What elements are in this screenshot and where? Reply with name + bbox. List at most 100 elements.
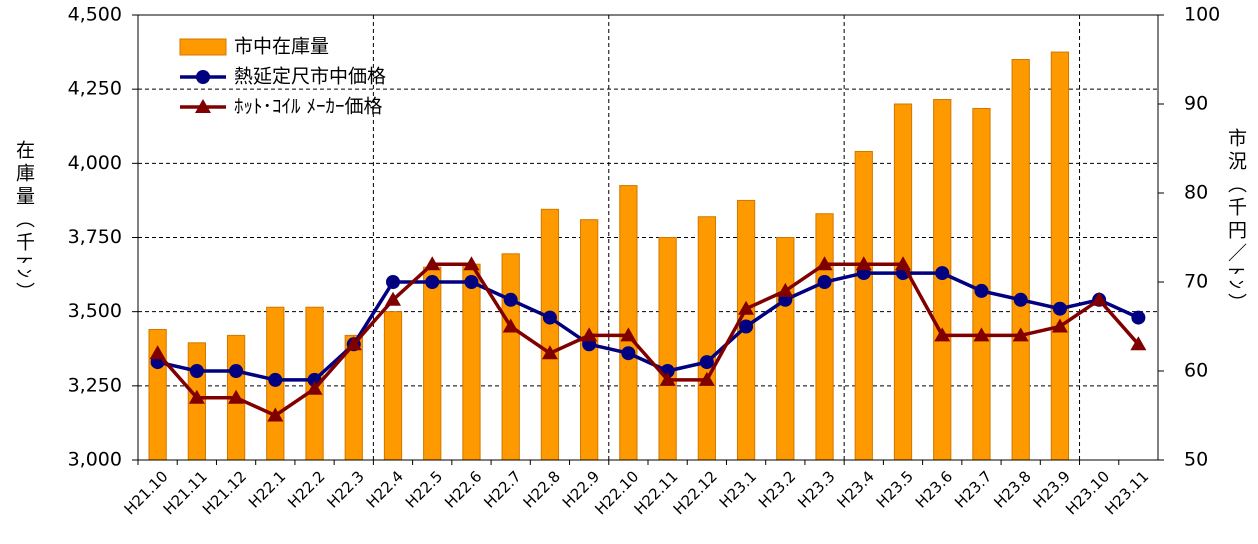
x-tick-label: H22.5	[402, 467, 446, 511]
y-axis-title: 在庫量（千ﾄﾝ）	[13, 140, 35, 305]
marker	[817, 275, 832, 289]
y2-tick-label: 70	[1184, 271, 1208, 293]
x-tick-label: H22.4	[363, 467, 407, 511]
x-tick-label: H23.11	[1101, 467, 1152, 518]
marker	[816, 256, 833, 271]
x-tick-label: H22.8	[520, 467, 564, 511]
x-tick-label: H23.8	[990, 467, 1034, 511]
marker	[228, 389, 245, 404]
marker	[934, 327, 951, 342]
marker	[1012, 327, 1029, 342]
marker	[1131, 310, 1146, 325]
legend-label: 熱延定尺市中価格	[234, 66, 386, 88]
legend-label: 市中在庫量	[234, 36, 329, 58]
marker	[188, 389, 205, 404]
bar	[383, 311, 403, 461]
bar	[1011, 59, 1030, 461]
marker	[424, 256, 441, 271]
marker	[541, 345, 558, 360]
marker	[1130, 336, 1147, 351]
x-tick-label: H22.1	[245, 467, 289, 511]
marker	[659, 371, 676, 386]
marker	[974, 283, 989, 298]
marker	[149, 345, 166, 360]
line	[157, 271, 1140, 382]
y2-tick-label: 100	[1184, 4, 1220, 26]
marker	[345, 336, 362, 351]
y-tick-label: 4,000	[68, 152, 122, 174]
x-tick-label: H22.3	[323, 467, 367, 511]
marker	[855, 256, 872, 271]
bar	[501, 253, 520, 461]
bar	[344, 334, 363, 461]
x-tick-label: H22.7	[480, 467, 524, 511]
x-tick-label: H22.12	[670, 467, 721, 518]
marker	[935, 266, 950, 281]
y2-tick-label: 60	[1184, 360, 1208, 382]
x-tick-label: H23.3	[794, 467, 838, 511]
x-tick-label: H22.2	[284, 467, 328, 511]
x-tick-label: H23.1	[716, 467, 760, 511]
marker	[464, 275, 479, 289]
y-tick-label: 3,500	[68, 300, 122, 322]
x-tick-label: H23.4	[833, 467, 877, 511]
marker	[306, 380, 323, 395]
bar	[658, 237, 677, 461]
bar	[540, 208, 560, 461]
y2-axis-title: 市況（千円／ﾄﾝ）	[1225, 128, 1247, 316]
marker	[542, 310, 557, 325]
y2-tick-label: 80	[1184, 182, 1208, 204]
legend-marker	[196, 70, 210, 84]
legend-swatch	[179, 38, 227, 56]
bar	[697, 216, 716, 461]
bar	[423, 266, 442, 461]
marker	[698, 371, 715, 386]
marker	[229, 364, 244, 378]
bar	[854, 150, 873, 461]
bar	[619, 185, 638, 461]
marker	[267, 407, 284, 422]
y-tick-label: 4,250	[68, 78, 122, 100]
marker	[777, 282, 794, 297]
y-tick-label: 4,500	[68, 4, 122, 26]
marker	[503, 292, 518, 307]
marker	[621, 346, 636, 361]
marker	[895, 256, 911, 271]
marker	[1051, 318, 1068, 333]
marker	[189, 364, 204, 378]
y-tick-label: 3,000	[68, 449, 122, 471]
bar	[462, 263, 481, 461]
marker	[1013, 292, 1028, 307]
bar	[815, 213, 834, 461]
marker	[425, 275, 440, 289]
y2-tick-label: 90	[1184, 93, 1208, 115]
marker	[463, 256, 480, 271]
legend-label: ﾎｯﾄ･ｺｲﾙ ﾒｰｶｰ価格	[234, 96, 383, 118]
x-tick-label: H22.6	[441, 467, 485, 511]
y2-tick-label: 50	[1184, 449, 1208, 471]
x-tick-label: H23.7	[951, 467, 995, 511]
x-tick-label: H23.2	[755, 467, 799, 511]
marker	[738, 300, 755, 315]
bar	[1050, 51, 1070, 461]
marker	[581, 327, 598, 342]
marker	[385, 291, 401, 306]
line	[156, 262, 1140, 418]
x-tick-label: H23.6	[912, 467, 956, 511]
marker	[386, 275, 400, 289]
marker	[620, 327, 637, 342]
x-tick-label: H23.5	[873, 467, 917, 511]
bar	[776, 237, 795, 461]
marker	[699, 355, 714, 370]
marker	[1052, 301, 1067, 316]
y-tick-label: 3,750	[68, 226, 122, 248]
y-tick-label: 3,250	[68, 374, 122, 396]
marker	[268, 372, 283, 387]
legend-marker	[195, 99, 211, 113]
x-tick-label: H21.12	[199, 467, 250, 518]
marker	[739, 319, 754, 334]
bar	[893, 103, 913, 461]
marker	[1091, 291, 1108, 306]
marker	[502, 318, 519, 333]
